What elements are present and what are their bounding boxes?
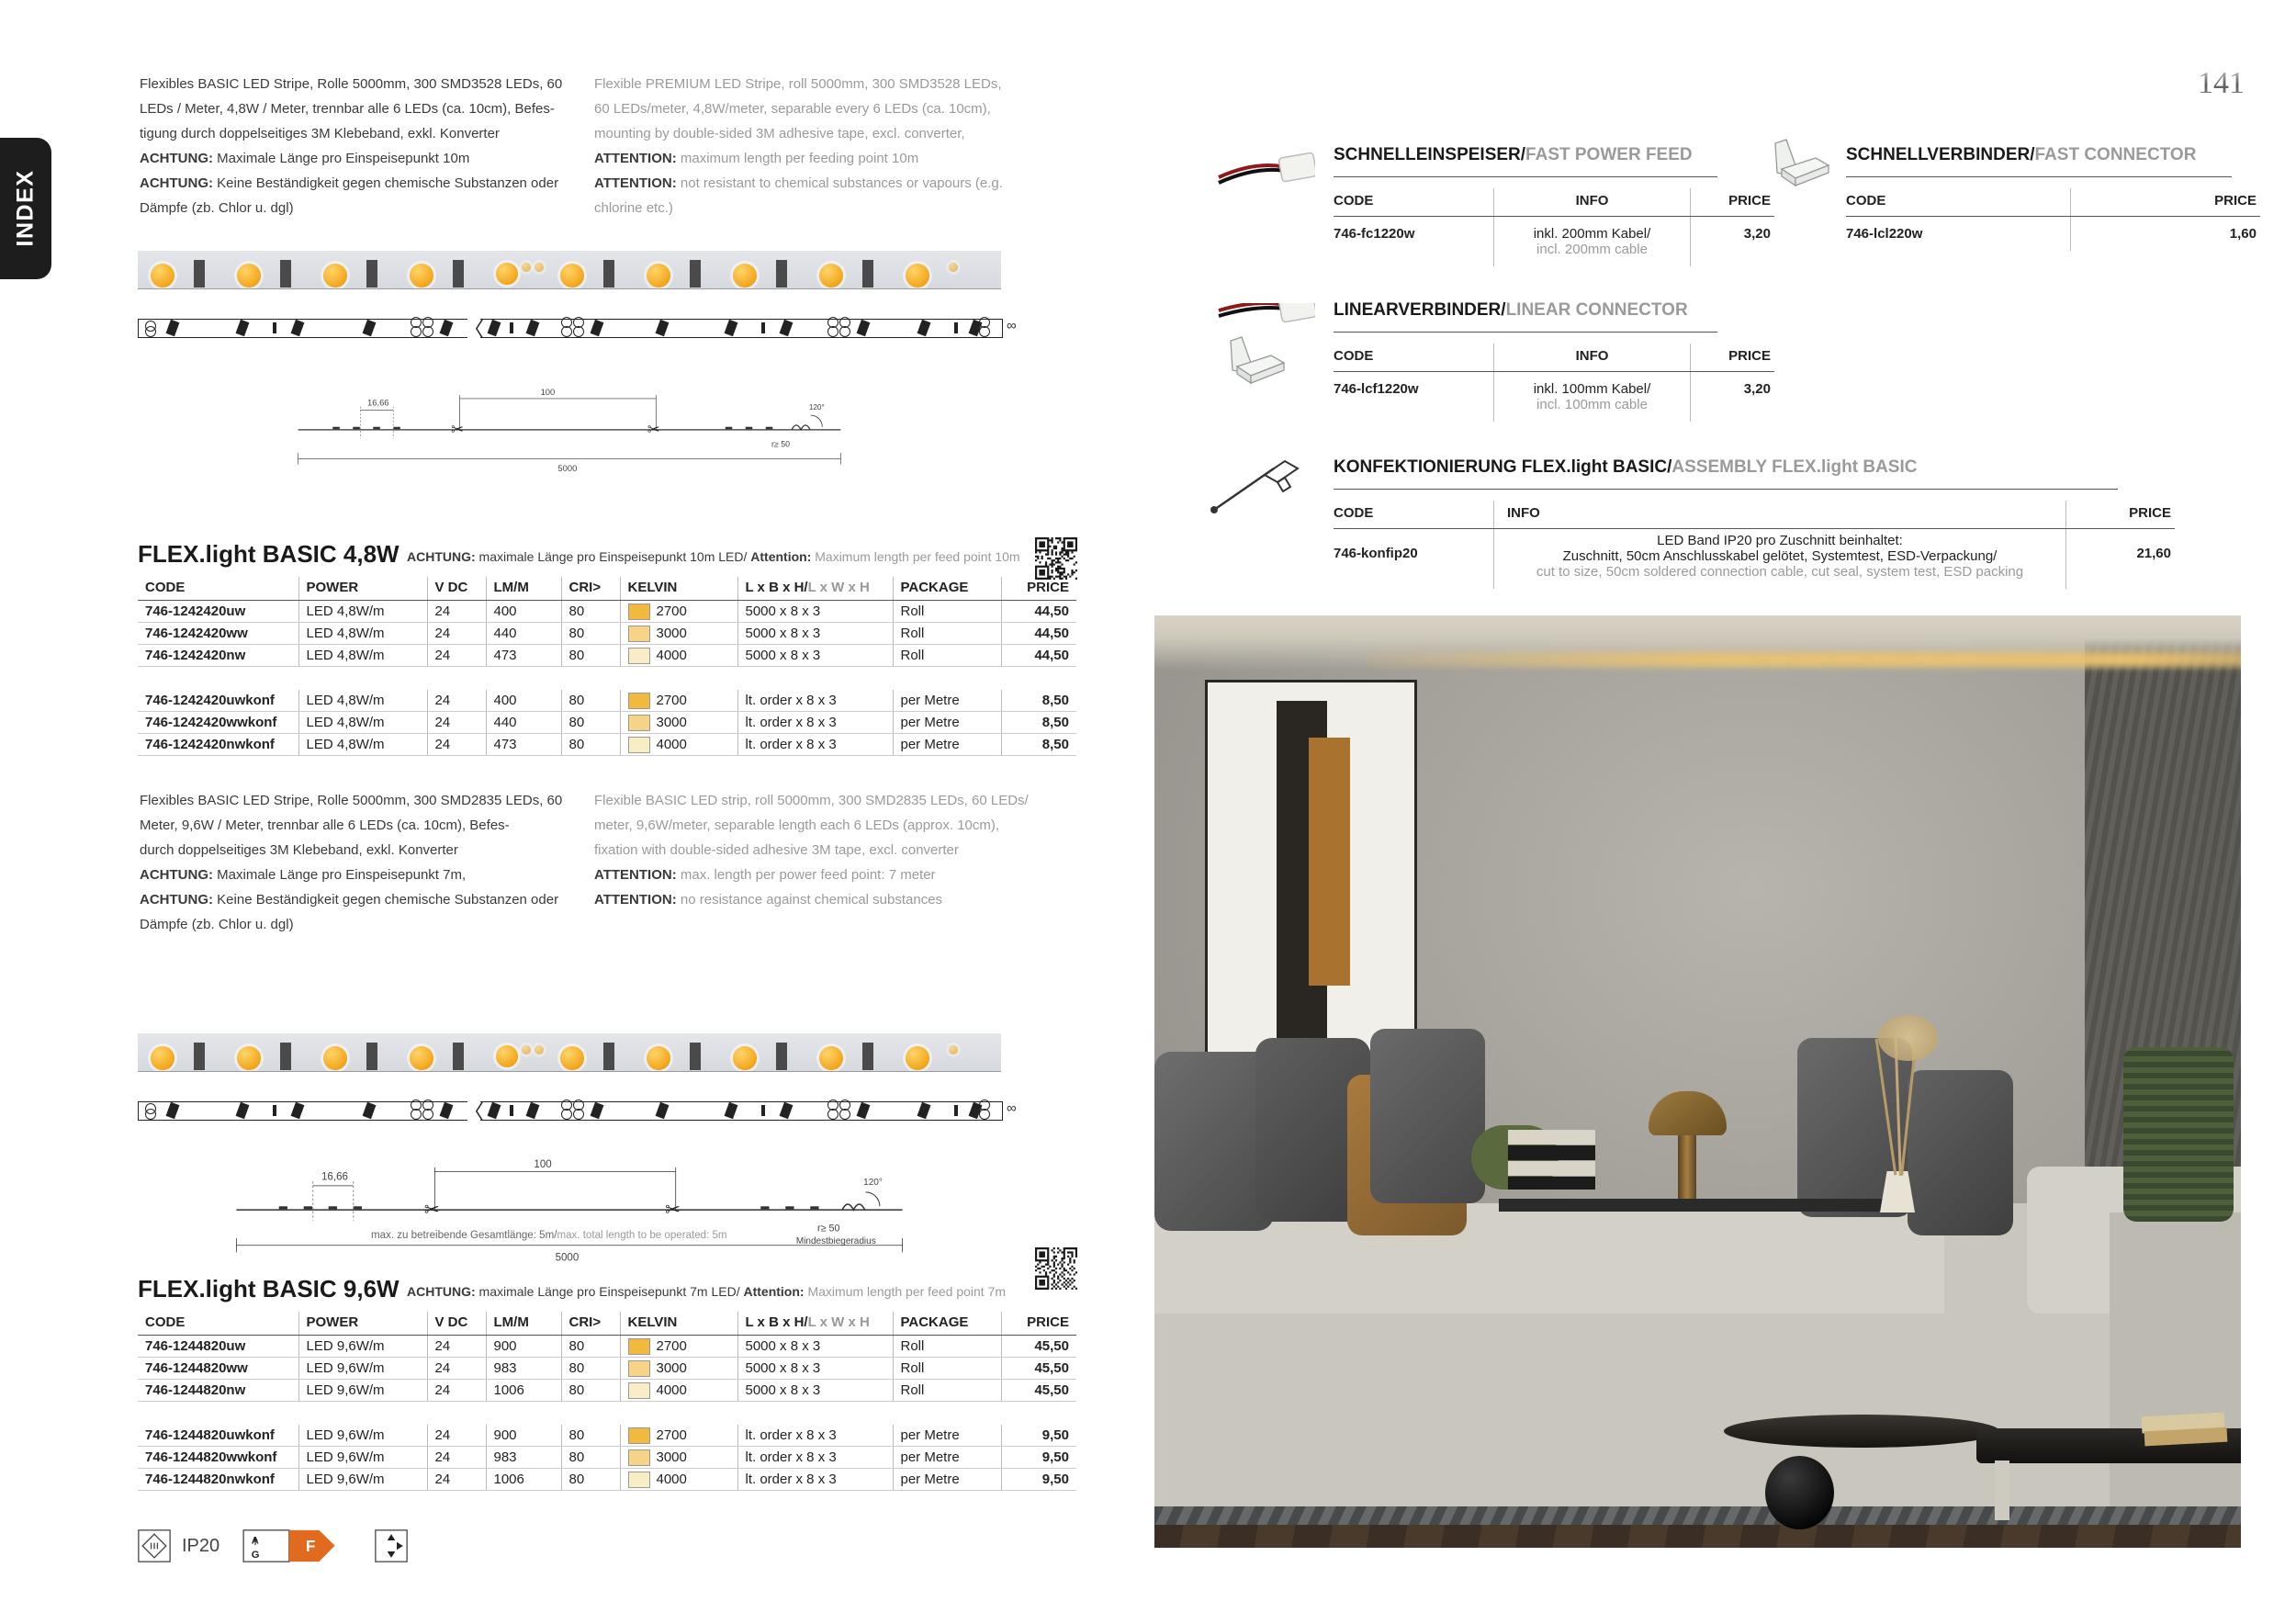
svg-text:120°: 120° <box>809 403 825 412</box>
svg-text:✂: ✂ <box>424 1200 440 1220</box>
svg-text:120°: 120° <box>863 1178 883 1188</box>
svg-text:16,66: 16,66 <box>321 1172 348 1183</box>
svg-text:5000: 5000 <box>556 1253 580 1263</box>
svg-text:✂: ✂ <box>451 422 464 438</box>
svg-text:F: F <box>306 1537 315 1555</box>
svg-text:✂: ✂ <box>647 422 660 438</box>
svg-text:r≥ 50: r≥ 50 <box>817 1223 840 1234</box>
svg-text:100: 100 <box>534 1159 551 1170</box>
svg-text:✂: ✂ <box>665 1200 681 1220</box>
svg-text:r≥ 50: r≥ 50 <box>771 440 790 449</box>
svg-text:max. zu betreibende Gesamtläng: max. zu betreibende Gesamtlänge: 5m/max.… <box>371 1230 727 1241</box>
svg-text:16,66: 16,66 <box>367 397 389 407</box>
svg-text:G: G <box>252 1550 260 1561</box>
svg-text:100: 100 <box>541 387 556 397</box>
svg-text:5000: 5000 <box>557 463 577 473</box>
